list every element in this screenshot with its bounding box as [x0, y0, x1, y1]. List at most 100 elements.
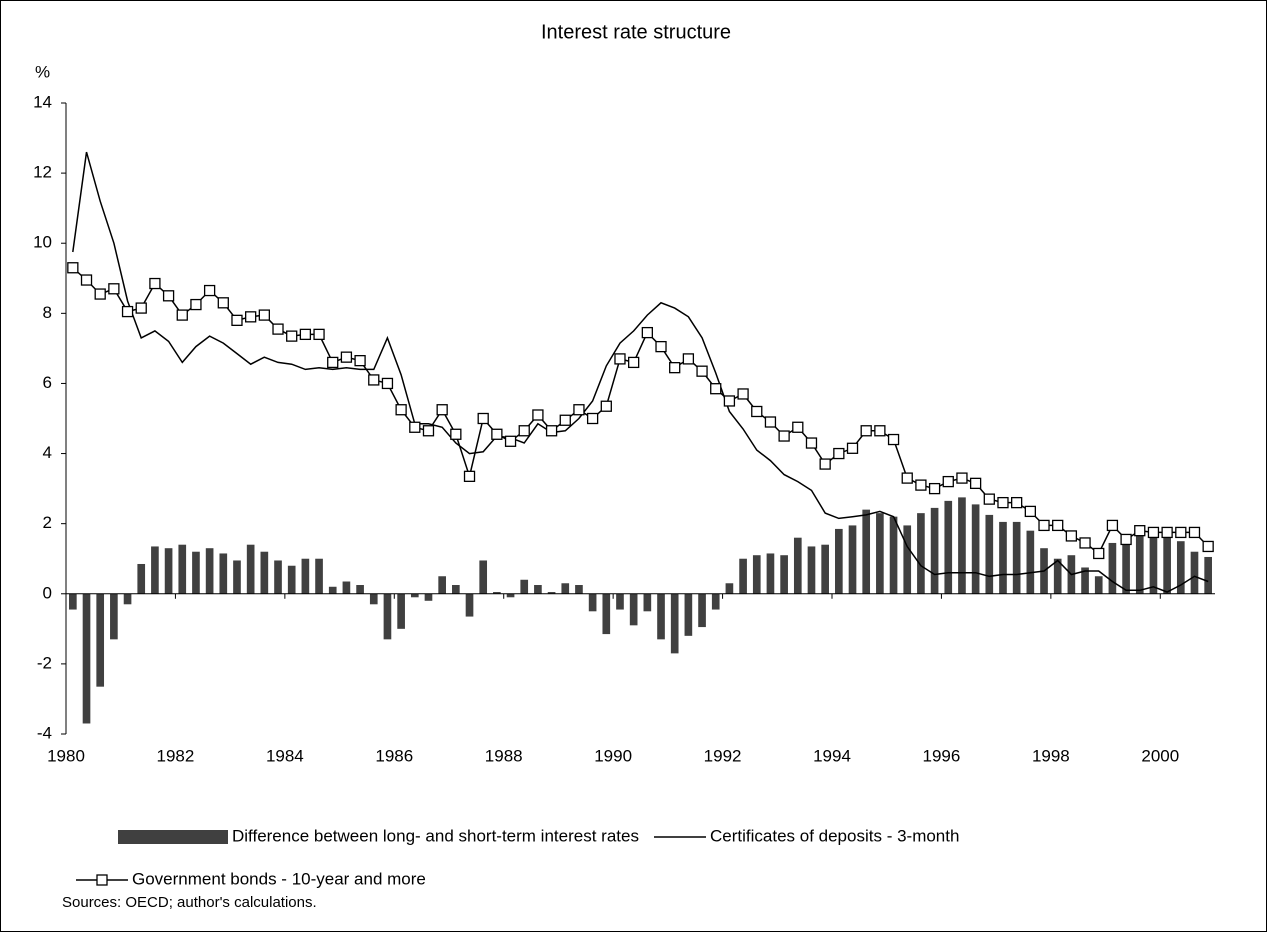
marker [710, 383, 722, 395]
y-tick-label: 12 [33, 163, 52, 182]
marker [94, 288, 106, 300]
bar [616, 593, 624, 610]
marker [409, 421, 421, 433]
marker [751, 405, 763, 418]
legend-label: Difference between long- and short-term … [232, 826, 639, 845]
legend-marker [96, 874, 108, 886]
bar [137, 563, 146, 594]
bar [178, 544, 187, 594]
legend-label: Certificates of deposits - 3-month [710, 826, 959, 845]
bar [69, 593, 77, 610]
bar [151, 546, 159, 594]
marker [190, 298, 202, 311]
bar [1094, 576, 1103, 594]
bar [424, 593, 433, 601]
bar [534, 585, 542, 594]
bar [725, 583, 734, 594]
marker [805, 437, 818, 449]
bar [123, 593, 132, 605]
marker [518, 425, 530, 437]
marker [135, 302, 147, 314]
bar [793, 537, 802, 594]
marker [286, 330, 298, 342]
marker [1093, 547, 1105, 560]
marker [80, 274, 93, 286]
bar [82, 593, 91, 724]
marker [1024, 505, 1036, 518]
marker [436, 404, 448, 416]
marker [860, 425, 872, 437]
bar [547, 592, 556, 594]
chart-title: Interest rate structure [541, 21, 731, 43]
marker [1052, 519, 1064, 532]
marker [1038, 519, 1050, 532]
marker [354, 355, 366, 367]
y-tick-label: 8 [43, 303, 52, 322]
marker [381, 377, 394, 390]
marker [121, 305, 134, 318]
marker [833, 447, 845, 460]
marker [1106, 519, 1119, 532]
bar [657, 593, 665, 640]
bar [1122, 542, 1130, 594]
x-tick-label: 1986 [375, 746, 413, 765]
x-tick-label: 1994 [813, 746, 851, 765]
line [72, 151, 1209, 593]
marker [559, 414, 571, 426]
bar [506, 593, 515, 598]
marker [327, 356, 339, 369]
marker [915, 479, 927, 491]
marker [1065, 530, 1078, 542]
marker [614, 353, 626, 365]
marker [1134, 525, 1146, 537]
marker [272, 323, 284, 335]
marker [600, 400, 612, 412]
bar [328, 586, 337, 594]
marker [723, 395, 736, 407]
bar [1149, 535, 1158, 594]
marker [176, 309, 188, 321]
marker [217, 297, 229, 309]
bar [561, 583, 570, 594]
bar [1053, 558, 1062, 594]
x-tick-label: 1988 [485, 746, 523, 765]
marker [491, 428, 503, 440]
marker [203, 284, 216, 297]
bar [397, 593, 405, 629]
marker [573, 404, 585, 416]
bar [1135, 534, 1144, 594]
marker [1161, 526, 1173, 539]
bar [917, 513, 925, 594]
marker [258, 309, 270, 321]
x-tick-label: 1980 [47, 746, 85, 765]
marker [819, 458, 831, 470]
marker [956, 472, 968, 484]
bar [520, 579, 529, 594]
marker [108, 283, 120, 295]
marker [792, 421, 804, 433]
bar [192, 551, 200, 594]
marker [299, 328, 312, 341]
marker [778, 430, 790, 442]
bar [1163, 535, 1171, 594]
bar [588, 593, 597, 612]
bar [233, 560, 241, 594]
y-tick-label: 4 [43, 443, 52, 462]
marker [1147, 526, 1160, 539]
x-tick-label: 1982 [157, 746, 195, 765]
bar [465, 593, 474, 617]
marker [628, 356, 640, 369]
bar [780, 555, 788, 594]
bar [301, 558, 310, 594]
y-tick-label: 2 [43, 513, 52, 532]
bar [315, 558, 323, 594]
marker [969, 477, 982, 490]
marker [696, 365, 708, 377]
bar [698, 593, 706, 628]
x-tick-label: 1998 [1032, 746, 1070, 765]
marker [874, 425, 886, 437]
marker [532, 409, 544, 421]
bar [438, 576, 446, 594]
marker [1202, 540, 1214, 553]
marker [887, 433, 900, 446]
